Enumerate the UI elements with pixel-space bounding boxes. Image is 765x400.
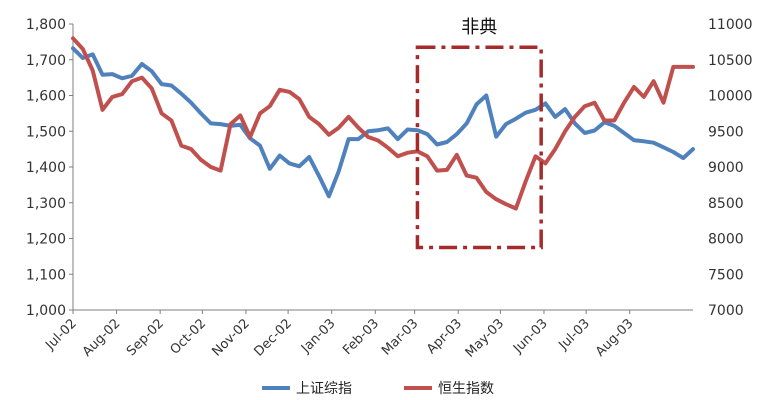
x-tick-label: Mar-03 — [379, 316, 421, 358]
left-tick-label: 1,700 — [26, 53, 66, 69]
sars-period-label: 非典 — [461, 17, 497, 38]
x-tick-label: Sep-02 — [124, 316, 167, 359]
x-tick-label: Jun-03 — [510, 316, 551, 357]
x-tick-label: Aug-03 — [593, 316, 637, 360]
series-layer — [71, 36, 695, 211]
x-tick-label: Oct-02 — [168, 316, 210, 358]
x-tick-label: Apr-03 — [424, 316, 465, 357]
right-tick-label: 9500 — [708, 124, 744, 140]
left-tick-label: 1,300 — [26, 196, 66, 212]
left-tick-label: 1,000 — [26, 303, 66, 319]
left-tick-label: 1,200 — [26, 232, 66, 248]
series-line-sse-composite — [71, 46, 695, 199]
left-tick-label: 1,600 — [26, 89, 66, 105]
left-tick-label: 1,800 — [26, 17, 66, 33]
x-tick-label: Jul-03 — [556, 316, 593, 353]
sars-period-box — [415, 45, 543, 250]
series-line-hang-seng — [71, 36, 695, 211]
right-tick-label: 7000 — [708, 303, 744, 319]
x-tick-label: Aug-02 — [80, 316, 124, 360]
x-tick-label: Dec-02 — [252, 316, 295, 359]
x-tick-label: May-03 — [463, 316, 507, 360]
right-tick-label: 10000 — [708, 89, 753, 105]
right-tick-label: 8500 — [708, 196, 744, 212]
left-tick-label: 1,100 — [26, 267, 66, 283]
x-tick-label: Jul-02 — [42, 316, 79, 353]
right-y-axis: 7000 7500 8000 8500 9000 9500 10000 10500 11000 — [708, 17, 753, 319]
left-y-axis: 1,000 1,100 1,200 1,300 1,400 1,500 1,600 1,700… — [26, 17, 74, 319]
legend-label: 恒生指数 — [438, 381, 494, 397]
right-tick-label: 11000 — [708, 17, 753, 33]
annotation-layer: 非典 — [415, 17, 543, 250]
x-tick-label: Jan-03 — [298, 316, 339, 357]
right-tick-label: 7500 — [708, 267, 744, 283]
legend: 上证综指 恒生指数 — [262, 381, 494, 397]
right-tick-label: 9000 — [708, 160, 744, 176]
x-tick-label: Nov-02 — [209, 316, 252, 359]
right-tick-label: 10500 — [708, 53, 753, 69]
left-tick-label: 1,500 — [26, 124, 66, 140]
right-tick-label: 8000 — [708, 232, 744, 248]
x-tick-label: Feb-03 — [340, 316, 382, 358]
legend-label: 上证综指 — [296, 381, 352, 397]
left-tick-label: 1,400 — [26, 160, 66, 176]
